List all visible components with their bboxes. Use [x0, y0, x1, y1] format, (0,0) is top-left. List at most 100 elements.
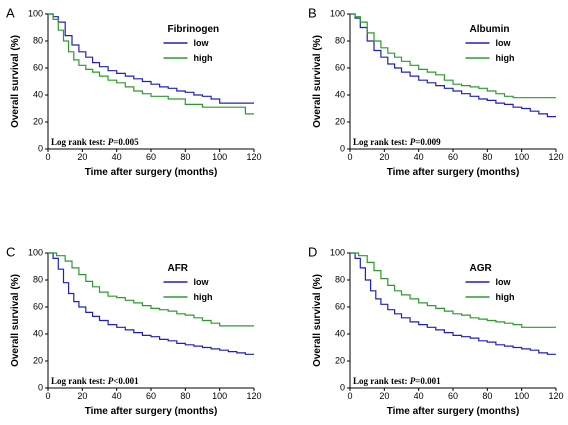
- y-tick-label: 0: [38, 143, 43, 153]
- y-tick-label: 80: [335, 274, 345, 284]
- y-tick-label: 0: [38, 382, 43, 392]
- x-tick-label: 0: [45, 152, 50, 162]
- legend-label-high: high: [193, 53, 212, 63]
- x-tick-label: 40: [414, 152, 424, 162]
- survival-curve-low: [48, 252, 254, 355]
- x-tick-label: 0: [347, 152, 352, 162]
- y-tick-label: 100: [330, 8, 345, 18]
- x-tick-label: 80: [180, 391, 190, 401]
- survival-curve-high: [350, 13, 556, 99]
- panel-letter: B: [308, 5, 317, 20]
- panel-c: C 0 20 40 60 80 100 0 20 40 60 80 100 120 Time after s…: [6, 244, 262, 417]
- y-tick-label: 0: [340, 382, 345, 392]
- x-tick-label: 60: [448, 391, 458, 401]
- y-axis-title: Overall survival (%): [312, 35, 323, 128]
- y-tick-label: 40: [33, 89, 43, 99]
- y-tick-label: 0: [340, 143, 345, 153]
- logrank-stat: P: [410, 376, 416, 386]
- legend-title: AFR: [167, 263, 188, 274]
- y-tick-label: 40: [335, 89, 345, 99]
- x-tick-label: 60: [448, 152, 458, 162]
- x-axis-title: Time after surgery (months): [85, 406, 218, 417]
- legend-label-low: low: [495, 277, 511, 287]
- x-tick-label: 40: [112, 391, 122, 401]
- y-tick-label: 80: [33, 35, 43, 45]
- x-tick-label: 80: [180, 152, 190, 162]
- y-tick-label: 100: [330, 247, 345, 257]
- logrank-pvalue: =0.001: [415, 376, 441, 386]
- y-tick-label: 60: [335, 301, 345, 311]
- survival-curve-high: [48, 252, 254, 327]
- legend-label-high: high: [193, 292, 212, 302]
- panel-d: D 0 20 40 60 80 100 0 20 40 60 80 100 120 Time after s…: [308, 244, 564, 417]
- y-tick-label: 80: [335, 35, 345, 45]
- legend-title: Fibrinogen: [167, 24, 219, 35]
- y-tick-label: 80: [33, 274, 43, 284]
- survival-curve-low: [350, 13, 556, 118]
- y-axis-title: Overall survival (%): [10, 274, 21, 367]
- logrank-stat: P: [108, 376, 114, 386]
- y-tick-label: 40: [335, 328, 345, 338]
- x-tick-label: 20: [77, 152, 87, 162]
- y-axis-title: Overall survival (%): [10, 35, 21, 128]
- x-tick-label: 120: [548, 391, 563, 401]
- y-tick-label: 100: [28, 247, 43, 257]
- legend-title: Albumin: [469, 24, 509, 35]
- panel-b: B 0 20 40 60 80 100 0 20 40 60 80 100 120 Time after s…: [308, 5, 564, 178]
- logrank-stat: P: [410, 137, 416, 147]
- x-tick-label: 100: [212, 391, 227, 401]
- x-tick-label: 20: [379, 152, 389, 162]
- logrank-pvalue: =0.009: [415, 137, 441, 147]
- survival-curve-low: [350, 252, 556, 355]
- logrank-annotation: Log rank test: P<0.001: [51, 376, 139, 386]
- panel-letter: D: [308, 244, 317, 259]
- x-tick-label: 120: [548, 152, 563, 162]
- x-tick-label: 20: [379, 391, 389, 401]
- x-tick-label: 120: [246, 391, 261, 401]
- x-axis-title: Time after surgery (months): [387, 167, 520, 178]
- x-tick-label: 0: [45, 391, 50, 401]
- y-tick-label: 40: [33, 328, 43, 338]
- logrank-prefix: Log rank test:: [353, 376, 410, 386]
- logrank-annotation: Log rank test: P=0.001: [353, 376, 441, 386]
- legend-label-low: low: [193, 38, 209, 48]
- x-tick-label: 60: [146, 391, 156, 401]
- logrank-pvalue: =0.005: [113, 137, 139, 147]
- y-tick-label: 60: [335, 62, 345, 72]
- legend-label-low: low: [495, 38, 511, 48]
- logrank-prefix: Log rank test:: [51, 137, 108, 147]
- logrank-prefix: Log rank test:: [51, 376, 108, 386]
- survival-curve-high: [350, 252, 556, 328]
- panel-a: A 0 20 40 60 80 100 0 20 40 60 80 100 120 Time after s…: [6, 5, 262, 178]
- logrank-annotation: Log rank test: P=0.005: [51, 137, 139, 147]
- panel-letter: A: [6, 5, 15, 20]
- x-tick-label: 80: [482, 152, 492, 162]
- x-tick-label: 40: [414, 391, 424, 401]
- x-tick-label: 100: [514, 391, 529, 401]
- y-tick-label: 100: [28, 8, 43, 18]
- logrank-stat: P: [108, 137, 114, 147]
- survival-curve-high: [48, 13, 254, 115]
- y-tick-label: 60: [33, 62, 43, 72]
- legend-title: AGR: [469, 263, 492, 274]
- x-axis-title: Time after surgery (months): [85, 167, 218, 178]
- logrank-prefix: Log rank test:: [353, 137, 410, 147]
- x-tick-label: 120: [246, 152, 261, 162]
- x-tick-label: 40: [112, 152, 122, 162]
- y-tick-label: 20: [335, 116, 345, 126]
- logrank-annotation: Log rank test: P=0.009: [353, 137, 441, 147]
- legend-label-high: high: [495, 292, 514, 302]
- y-tick-label: 20: [33, 116, 43, 126]
- legend-label-low: low: [193, 277, 209, 287]
- x-tick-label: 60: [146, 152, 156, 162]
- y-tick-label: 60: [33, 301, 43, 311]
- x-tick-label: 20: [77, 391, 87, 401]
- x-axis-title: Time after surgery (months): [387, 406, 520, 417]
- y-tick-label: 20: [33, 355, 43, 365]
- x-tick-label: 0: [347, 391, 352, 401]
- x-tick-label: 100: [514, 152, 529, 162]
- y-axis-title: Overall survival (%): [312, 274, 323, 367]
- x-tick-label: 100: [212, 152, 227, 162]
- panel-letter: C: [6, 244, 15, 259]
- legend-label-high: high: [495, 53, 514, 63]
